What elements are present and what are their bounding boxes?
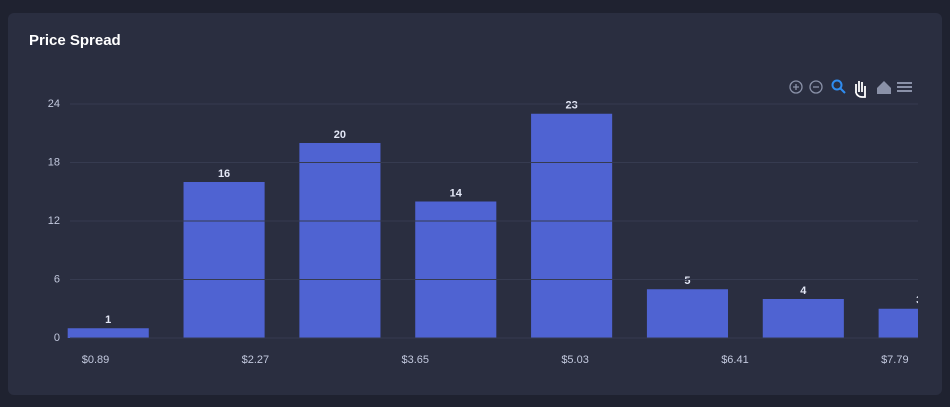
bar [67, 328, 149, 338]
card-title: Price Spread [29, 32, 121, 49]
bar [762, 299, 844, 338]
zoom-in-icon[interactable] [789, 80, 803, 94]
data-label: 20 [334, 129, 346, 141]
plot-area: 1 16 20 14 23 5 4 3 [67, 100, 922, 338]
data-label: 16 [218, 168, 230, 180]
data-label: 4 [800, 285, 807, 297]
y-tick-label: 0 [54, 332, 60, 344]
zoom-select-icon[interactable] [831, 79, 843, 91]
data-label: 3 [916, 295, 922, 307]
zoom-out-icon[interactable] [809, 80, 823, 94]
data-label: 23 [565, 100, 577, 112]
y-tick-label: 12 [48, 215, 60, 227]
y-tick-label: 24 [48, 98, 60, 110]
bar [531, 113, 613, 338]
x-tick-label: $7.79 [881, 354, 909, 366]
data-label: 1 [105, 314, 111, 326]
bar [646, 289, 729, 338]
data-label: 14 [450, 187, 463, 199]
y-tick-label: 6 [54, 273, 60, 285]
bar [183, 182, 265, 338]
home-icon[interactable] [877, 81, 891, 94]
toolbar[interactable] [789, 79, 912, 98]
data-label: 5 [684, 275, 690, 287]
x-tick-label: $6.41 [721, 354, 749, 366]
x-tick-label: $5.03 [561, 354, 589, 366]
y-tick-label: 18 [48, 156, 60, 168]
x-tick-label: $3.65 [401, 354, 429, 366]
x-tick-label: $0.89 [82, 354, 110, 366]
x-tick-label: $2.27 [242, 354, 270, 366]
bar [299, 143, 381, 338]
pan-icon[interactable] [855, 81, 866, 98]
bar [878, 308, 918, 338]
bar [415, 201, 497, 338]
menu-icon[interactable] [897, 82, 912, 92]
